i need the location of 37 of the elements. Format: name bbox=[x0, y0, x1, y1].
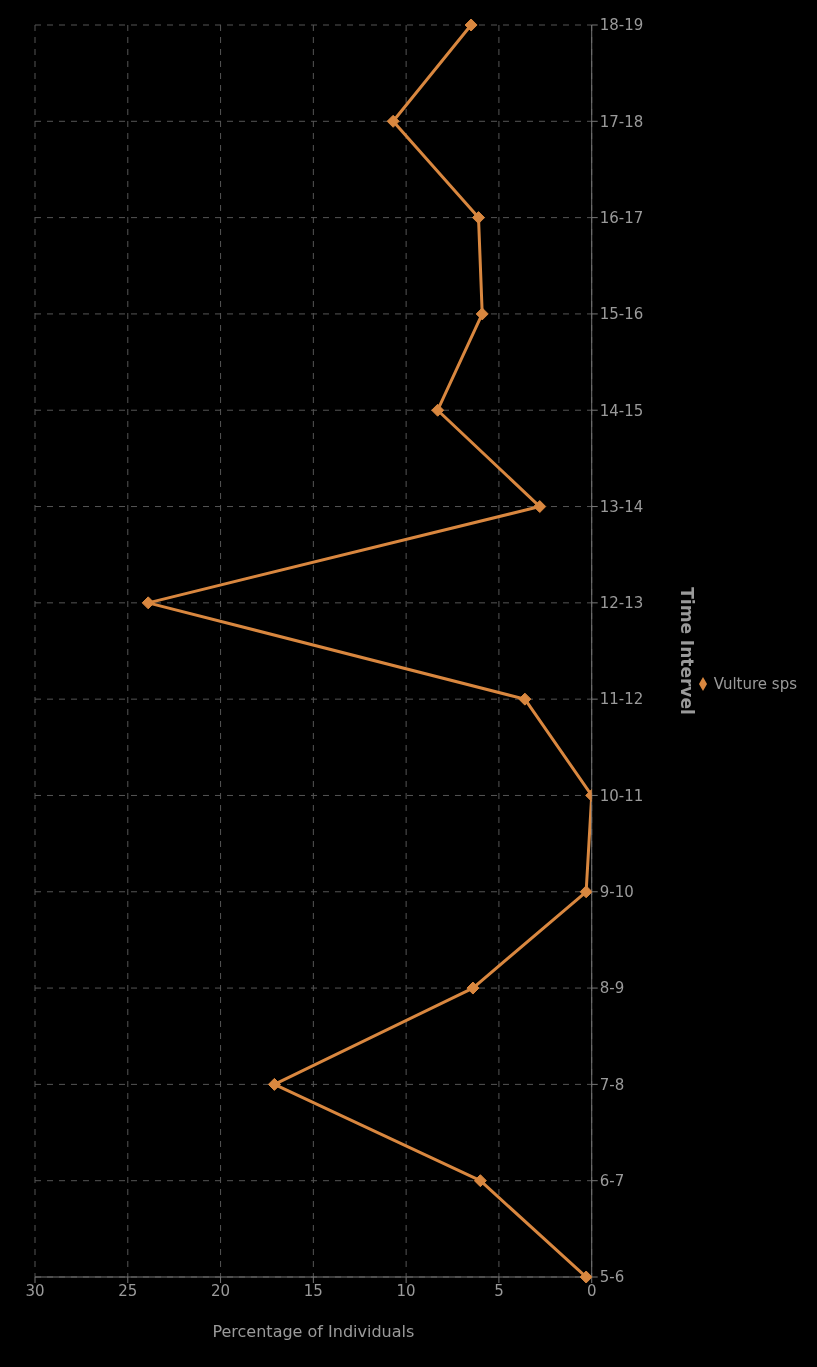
x-tick-label: 0 bbox=[586, 1281, 597, 1300]
y-tick-label: 13-14 bbox=[599, 497, 644, 516]
point bbox=[386, 114, 400, 128]
y-tick-label: 7-8 bbox=[599, 1075, 625, 1094]
point bbox=[431, 403, 445, 417]
y-tick-label: 6-7 bbox=[599, 1172, 625, 1191]
x-tick-label: 5 bbox=[494, 1281, 504, 1300]
point bbox=[464, 18, 478, 32]
point bbox=[518, 692, 532, 706]
x-tick-label: 30 bbox=[25, 1281, 45, 1300]
x-tick-label: 25 bbox=[118, 1281, 138, 1300]
legend-label: Vulture sps bbox=[713, 674, 797, 693]
point bbox=[579, 885, 592, 899]
y-tick-label: 9-10 bbox=[599, 883, 634, 902]
point bbox=[475, 307, 489, 321]
point bbox=[141, 596, 155, 610]
y-tick-label: 14-15 bbox=[599, 401, 644, 420]
y-tick-label: 17-18 bbox=[599, 112, 644, 131]
y-tick-label: 12-13 bbox=[599, 594, 644, 613]
y-tick-label: 5-6 bbox=[599, 1268, 625, 1287]
y-tick-label: 10-11 bbox=[599, 786, 644, 805]
point bbox=[579, 1270, 592, 1284]
point bbox=[473, 1174, 487, 1188]
y-tick-label: 18-19 bbox=[599, 16, 644, 35]
y-tick-label: 8-9 bbox=[599, 979, 625, 998]
y-tick-label: 15-16 bbox=[599, 305, 644, 324]
point bbox=[267, 1077, 281, 1091]
y-tick-label: 16-17 bbox=[599, 208, 644, 227]
x-axis-title: Percentage of Individuals bbox=[212, 1322, 415, 1341]
point bbox=[472, 211, 486, 225]
x-tick-label: 15 bbox=[303, 1281, 323, 1300]
x-tick-label: 10 bbox=[396, 1281, 416, 1300]
point bbox=[533, 500, 547, 514]
point bbox=[466, 981, 480, 995]
y-axis-title: Time Intervel bbox=[676, 587, 697, 715]
x-tick-label: 20 bbox=[211, 1281, 231, 1300]
y-tick-label: 11-12 bbox=[599, 690, 644, 709]
